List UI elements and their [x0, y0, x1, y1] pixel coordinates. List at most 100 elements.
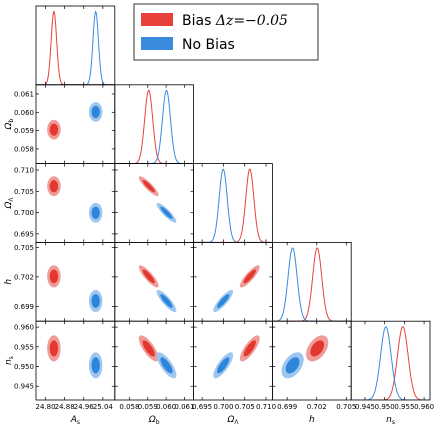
y-tick-label: 0.955 [14, 343, 34, 351]
panel-As-As [35, 5, 116, 86]
y-tick-label: 0.705 [14, 188, 34, 196]
panel-As-Ob: 0.058 0.059 0.060 0.061 Ωb [4, 84, 116, 165]
marginal-curve-nobias-ns [351, 326, 430, 401]
panel-frame [193, 320, 273, 401]
panel-content [114, 89, 194, 164]
panel-content [47, 102, 103, 140]
contour-inner-bias-As-Ob [49, 123, 59, 136]
x-tick-label: 0.061 [174, 403, 194, 411]
panel-content [36, 10, 115, 85]
y-tick-label: 0.710 [14, 166, 34, 174]
contour-inner-bias-h-ns [310, 340, 325, 357]
panel-frame [35, 320, 116, 401]
x-tick-label: 0.700 [213, 403, 233, 411]
contour-inner-nobias-As-OL [91, 206, 100, 219]
contour-inner-nobias-As-h [91, 294, 100, 308]
y-tick-label: 0.702 [14, 273, 34, 281]
y-tick-label: 0.695 [14, 230, 34, 238]
panel-As-OL: 0.695 0.700 0.705 0.710 ΩΛ [4, 163, 116, 243]
contour-inner-nobias-h-ns [285, 357, 300, 374]
x-tick-label: 0.059 [138, 403, 158, 411]
contour-inner-nobias-OL-h [217, 294, 230, 308]
contour-inner-nobias-Ob-h [160, 294, 173, 308]
y-tick-label: 0.700 [14, 209, 34, 217]
marginal-curve-bias-OL [193, 168, 273, 243]
panel-content [281, 335, 329, 379]
x-axis-label-h: h [309, 415, 315, 425]
panel-content [272, 247, 352, 322]
contour-inner-bias-As-h [49, 269, 59, 284]
contour-inner-nobias-As-Ob [91, 105, 100, 119]
x-axis-label-As: As [70, 415, 80, 426]
x-tick-label: 0.699 [277, 403, 297, 411]
panel-content [47, 335, 103, 379]
legend-swatch-0 [141, 13, 173, 26]
x-tick-label: 0.060 [156, 403, 176, 411]
panel-content [138, 265, 177, 313]
panel-OL-OL [193, 163, 273, 243]
legend-swatch-1 [141, 37, 173, 50]
y-tick-label: 0.705 [14, 244, 34, 252]
contour-inner-nobias-Ob-OL [160, 206, 173, 219]
legend: Bias Δz=−0.05 No Bias [133, 3, 319, 61]
contour-inner-bias-As-ns [49, 340, 59, 357]
panel-Ob-OL [114, 163, 195, 243]
panel-h-h [271, 241, 352, 322]
x-tick-label: 24.80 [36, 403, 56, 411]
panel-content [351, 326, 430, 401]
contour-inner-bias-As-OL [49, 180, 59, 193]
x-tick-label: 0.950 [375, 403, 395, 411]
marginal-curve-nobias-Ob [114, 89, 194, 164]
panel-content [138, 335, 177, 379]
panel-content [213, 265, 260, 313]
panel-content [213, 335, 260, 379]
marginal-curve-bias-ns [351, 326, 430, 401]
panel-ns-ns: 0.945 0.950 0.955 0.960 ns [350, 320, 434, 426]
panel-content [47, 265, 103, 313]
marginal-curve-nobias-As [36, 10, 115, 85]
panel-frame [193, 163, 273, 243]
x-tick-label: 0.705 [336, 403, 356, 411]
panels-layer: 0.0580.0590.0600.061Ωb0.6950.7000.7050.7… [4, 5, 434, 426]
x-axis-label-OL: ΩΛ [227, 415, 240, 426]
x-tick-label: 0.702 [307, 403, 327, 411]
y-tick-label: 0.950 [14, 363, 34, 371]
y-axis-label-OL: ΩΛ [4, 197, 15, 210]
x-axis-label-ns: ns [386, 415, 395, 426]
contour-inner-bias-Ob-h [142, 269, 155, 284]
y-tick-label: 0.060 [14, 109, 34, 117]
x-tick-label: 0.695 [192, 403, 212, 411]
panel-frame [35, 241, 116, 322]
panel-frame [114, 84, 195, 165]
marginal-curve-nobias-OL [193, 168, 273, 243]
panel-content [193, 168, 273, 243]
panel-frame [193, 241, 273, 322]
y-tick-label: 0.059 [14, 127, 34, 135]
x-tick-label: 0.955 [394, 403, 414, 411]
legend-label-0: Bias Δz=−0.05 [182, 13, 288, 29]
y-tick-label: 0.699 [14, 303, 34, 311]
x-tick-label: 0.960 [414, 403, 434, 411]
y-axis-label-Ob: Ωb [4, 119, 15, 131]
panel-frame [350, 320, 431, 401]
panel-Ob-h [114, 241, 195, 322]
x-tick-label: 24.96 [74, 403, 95, 411]
panel-OL-ns: 0.695 0.700 0.705 0.710 ΩΛ [192, 320, 276, 426]
x-tick-label: 0.058 [119, 403, 139, 411]
panel-frame [35, 163, 116, 243]
x-tick-label: 25.04 [93, 403, 114, 411]
contour-inner-nobias-As-ns [91, 357, 100, 374]
marginal-curve-bias-Ob [114, 89, 194, 164]
contour-inner-nobias-Ob-ns [160, 357, 173, 374]
panel-As-h: 0.699 0.702 0.705 h [4, 241, 116, 322]
y-tick-label: 0.061 [14, 90, 34, 98]
contour-inner-bias-Ob-OL [142, 180, 155, 193]
x-tick-label: 0.710 [256, 403, 276, 411]
x-axis-label-Ob: Ωb [148, 415, 160, 426]
panel-h-ns: 0.699 0.702 0.705 h [271, 320, 356, 425]
y-axis-label-ns: ns [4, 356, 15, 365]
panel-frame [35, 5, 116, 86]
contour-inner-bias-Ob-ns [142, 340, 155, 357]
contour-inner-bias-OL-ns [243, 340, 256, 357]
